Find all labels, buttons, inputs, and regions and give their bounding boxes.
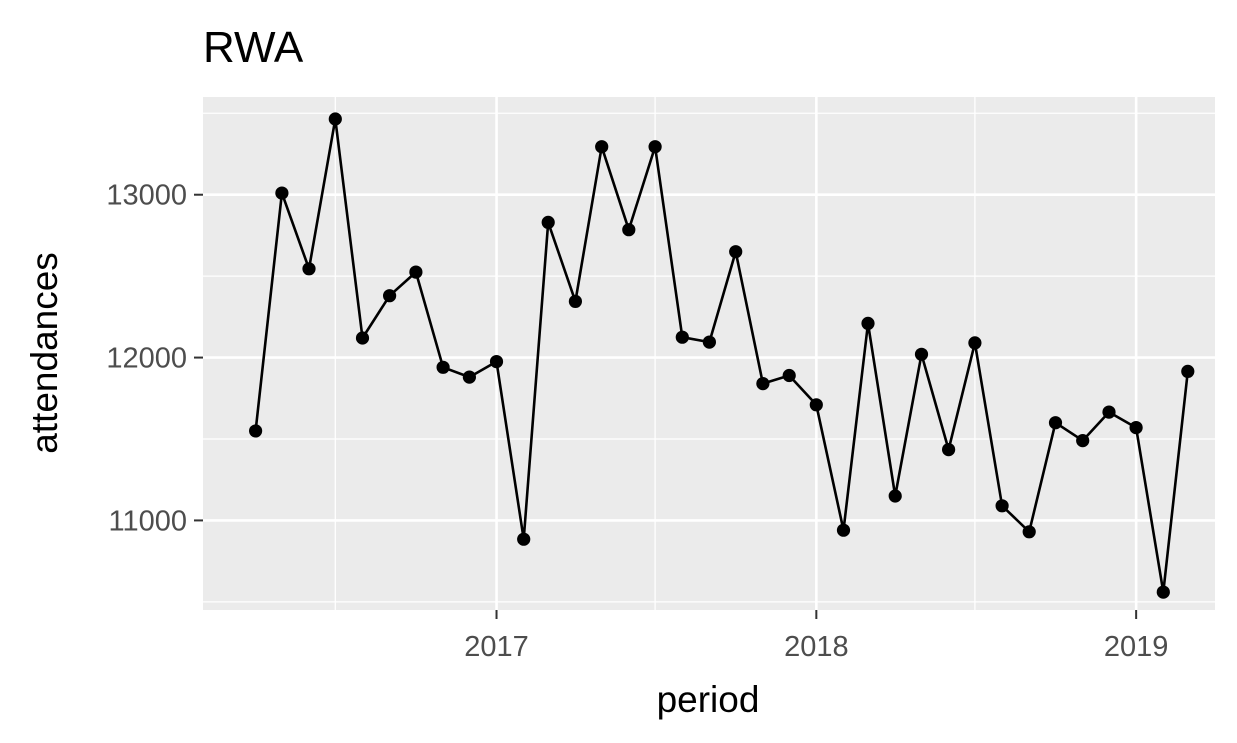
major-gridlines: [203, 97, 1215, 610]
x-tick-label: 2018: [784, 631, 849, 663]
data-point: [702, 335, 717, 349]
y-tick-label: 11000: [109, 505, 188, 537]
data-point: [595, 140, 609, 154]
data-point: [782, 368, 796, 383]
chart-title: RWA: [203, 23, 304, 72]
data-point: [914, 347, 929, 361]
y-axis: 11000 12000 13000: [106, 180, 203, 537]
data-point: [249, 424, 263, 438]
data-point: [729, 245, 743, 259]
y-tick-label: 13000: [106, 180, 187, 212]
x-tick-label: 2017: [464, 631, 529, 663]
data-point: [836, 523, 851, 537]
data-point: [302, 262, 316, 276]
data-point: [648, 140, 662, 154]
data-point: [1181, 364, 1195, 378]
data-point: [861, 316, 875, 330]
data-point: [1129, 421, 1143, 435]
data-point: [1022, 525, 1036, 539]
data-point: [995, 499, 1009, 513]
x-axis-title: period: [657, 679, 760, 720]
x-axis: 2017 2018 2019: [464, 610, 1168, 663]
data-point: [355, 331, 370, 345]
data-point: [436, 360, 450, 374]
data-point: [1076, 434, 1090, 448]
data-point: [409, 265, 423, 279]
data-point: [462, 370, 476, 384]
minor-gridlines: [203, 97, 1215, 610]
data-point: [809, 398, 823, 412]
data-point: [888, 489, 902, 503]
plot-panel: [203, 97, 1215, 610]
data-point: [1156, 585, 1170, 599]
data-point: [942, 443, 956, 457]
data-point: [568, 294, 583, 308]
data-point: [968, 336, 982, 350]
y-tick-label: 12000: [106, 343, 187, 375]
series-layer: [249, 112, 1195, 599]
data-point: [328, 112, 342, 126]
x-tick-label: 2019: [1104, 631, 1169, 663]
data-point: [517, 532, 531, 546]
data-point: [383, 289, 397, 303]
data-point: [622, 223, 636, 237]
data-point: [1102, 405, 1116, 419]
data-point: [756, 377, 770, 391]
data-point: [489, 355, 504, 369]
data-point: [541, 215, 555, 229]
data-point: [275, 186, 289, 200]
data-point: [675, 330, 689, 344]
y-axis-title: attendances: [24, 252, 65, 454]
data-point: [1048, 416, 1063, 430]
